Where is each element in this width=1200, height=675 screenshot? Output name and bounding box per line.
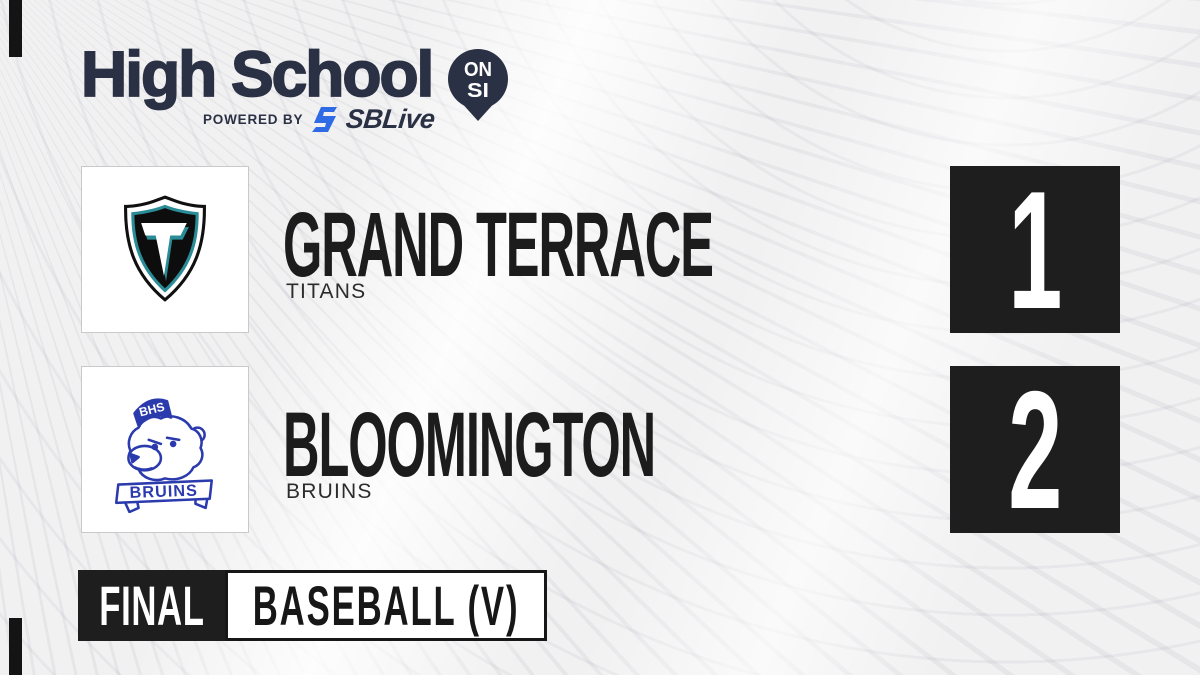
brand-title: High School: [80, 38, 435, 110]
team-name: GRAND TERRACE: [283, 194, 714, 296]
titans-shield-logo: [124, 194, 206, 302]
score-box: 2: [950, 355, 1120, 544]
sblive-bolt-icon: [312, 106, 338, 132]
sport-label: BASEBALL (V): [252, 573, 520, 637]
powered-by-label: POWERED BY: [203, 111, 304, 127]
status-label: FINAL: [98, 573, 205, 637]
score-value: 1: [1008, 155, 1062, 344]
team-mascot: TITANS: [286, 280, 367, 303]
pin-text-si: SI: [467, 80, 489, 102]
team-logo-box: BHS BRUINS: [81, 366, 249, 533]
sport-badge: BASEBALL (V): [225, 570, 547, 641]
sblive-wordmark: SBLive: [344, 103, 437, 134]
status-badge: FINAL: [78, 570, 225, 641]
pin-text-on: ON: [464, 59, 492, 81]
score-box: 1: [950, 155, 1120, 344]
team-logo-box: [81, 166, 249, 333]
bruins-banner-text: BRUINS: [129, 481, 198, 501]
team-name: BLOOMINGTON: [283, 394, 656, 496]
corner-accent-bar-bottom: [9, 618, 22, 675]
bruins-bear-logo: BHS BRUINS: [114, 397, 214, 513]
powered-by-row: POWERED BY SBLive: [203, 103, 437, 135]
team-mascot: BRUINS: [286, 480, 373, 503]
bruins-cap-text: BHS: [138, 399, 166, 419]
on-si-pin-icon: ON SI: [448, 49, 508, 121]
score-value: 2: [1008, 355, 1062, 544]
corner-accent-bar-top: [9, 0, 22, 57]
